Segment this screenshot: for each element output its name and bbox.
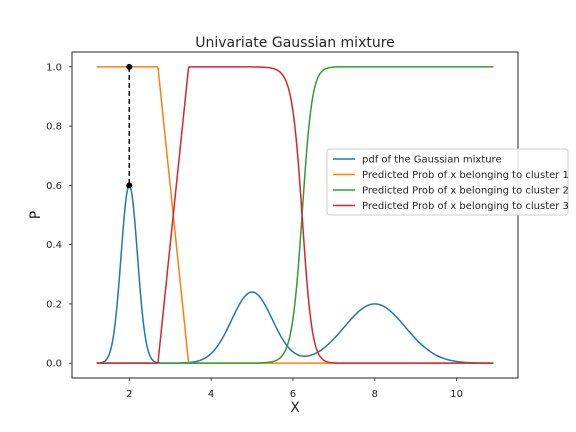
x-tick-label: 8 bbox=[372, 389, 378, 400]
y-tick-label: 0.2 bbox=[46, 299, 62, 310]
y-tick-label: 0.6 bbox=[46, 181, 62, 192]
series-line-3 bbox=[96, 66, 494, 364]
annotation-point-bottom bbox=[126, 182, 133, 189]
x-tick-label: 10 bbox=[450, 389, 463, 400]
legend: pdf of the Gaussian mixture Predicted Pro… bbox=[326, 148, 569, 216]
y-tick-label: 0.8 bbox=[46, 122, 62, 133]
legend-box bbox=[326, 148, 569, 216]
legend-entry-3: Predicted Prob of x belonging to cluster… bbox=[362, 186, 569, 197]
y-ticks: 0.0 0.2 0.4 0.6 0.8 1.0 bbox=[46, 62, 72, 370]
y-tick-label: 0.0 bbox=[46, 359, 62, 370]
annotation bbox=[126, 63, 133, 189]
legend-entry-4: Predicted Prob of x belonging to cluster… bbox=[362, 201, 569, 212]
x-tick-label: 2 bbox=[126, 389, 132, 400]
x-tick-label: 4 bbox=[208, 389, 214, 400]
legend-entry-2: Predicted Prob of x belonging to cluster… bbox=[362, 170, 569, 181]
plot-lines bbox=[96, 66, 494, 364]
x-tick-label: 6 bbox=[290, 389, 296, 400]
y-tick-label: 1.0 bbox=[46, 62, 62, 73]
x-axis-label: X bbox=[290, 400, 300, 416]
y-axis-label: P bbox=[28, 211, 44, 219]
annotation-point-top bbox=[126, 63, 133, 70]
chart-title: Univariate Gaussian mixture bbox=[195, 35, 395, 51]
series-line-4 bbox=[96, 66, 494, 364]
legend-entry-1: pdf of the Gaussian mixture bbox=[362, 155, 502, 166]
y-tick-label: 0.4 bbox=[46, 240, 62, 251]
x-ticks: 2 4 6 8 10 bbox=[126, 378, 463, 400]
